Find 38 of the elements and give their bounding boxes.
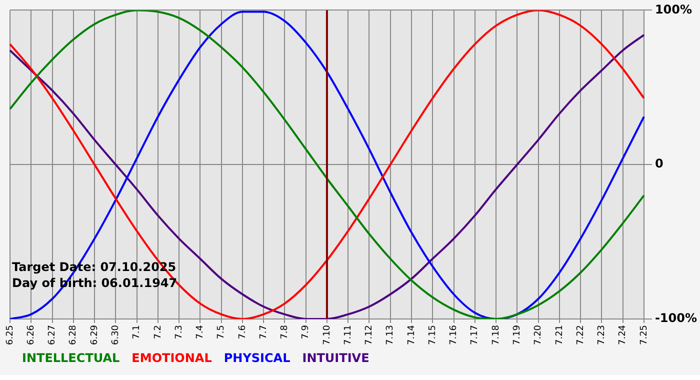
- x-tick-label: 7.13: [386, 324, 396, 346]
- x-tick-label: 7.14: [406, 324, 417, 346]
- x-tick-label: 7.19: [512, 324, 522, 346]
- x-tick-label: 6.28: [68, 324, 79, 346]
- y-tick-label: -100%: [654, 311, 698, 326]
- x-tick-label: 7.2: [153, 324, 164, 340]
- x-tick-label: 7.22: [576, 324, 586, 346]
- x-tick-label: 7.24: [618, 324, 628, 346]
- x-tick-label: 7.20: [534, 324, 544, 346]
- x-tick-label: 7.21: [554, 324, 565, 346]
- x-tick-label: 7.16: [449, 324, 460, 346]
- x-tick-label: 6.26: [26, 324, 36, 346]
- x-tick-label: 7.1: [132, 324, 142, 340]
- y-tick-label: 0: [654, 156, 664, 171]
- y-tick-label: 100%: [654, 2, 692, 16]
- x-tick-label: 7.18: [491, 324, 502, 346]
- x-tick-label: 7.3: [174, 324, 184, 340]
- text: PHYSICAL: [224, 351, 291, 366]
- x-tick-label: 7.7: [258, 324, 269, 340]
- x-tick-label: 6.29: [90, 324, 100, 346]
- x-tick-label: 7.25: [639, 324, 650, 346]
- x-tick-label: 6.27: [48, 324, 58, 346]
- x-tick-label: 7.23: [597, 324, 608, 346]
- x-tick-label: 7.8: [280, 324, 290, 340]
- x-tick-label: 7.4: [196, 324, 206, 340]
- x-tick-label: 7.5: [216, 324, 227, 340]
- x-tick-label: 6.25: [5, 324, 16, 346]
- x-tick-label: 7.10: [322, 324, 332, 346]
- x-tick-label: 7.11: [343, 324, 354, 346]
- x-tick-label: 7.17: [470, 324, 480, 346]
- text: INTUITIVE: [302, 351, 370, 366]
- x-tick-label: 6.30: [111, 324, 121, 346]
- x-tick-label: 7.6: [238, 324, 248, 340]
- x-tick-label: 7.15: [428, 324, 438, 346]
- text: EMOTIONAL: [132, 351, 212, 366]
- text: INTELLECTUAL: [22, 351, 120, 366]
- x-tick-label: 7.9: [301, 324, 312, 340]
- x-tick-label: 7.12: [364, 324, 375, 346]
